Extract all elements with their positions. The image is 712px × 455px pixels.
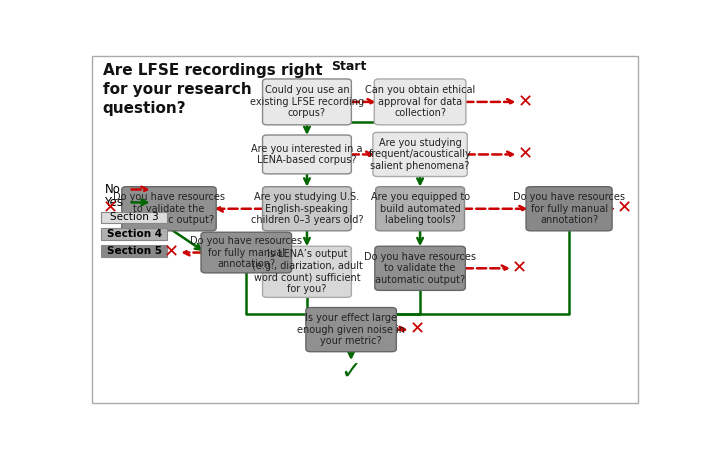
Text: Section 3: Section 3 [110,212,159,222]
Text: Do you have resources
to validate the
automatic output?: Do you have resources to validate the au… [364,252,476,285]
FancyBboxPatch shape [263,246,352,298]
Text: Yes: Yes [105,196,123,209]
FancyBboxPatch shape [122,187,216,231]
Text: ✕: ✕ [518,146,533,163]
FancyBboxPatch shape [263,79,352,125]
Text: Is your effect large
enough given noise in
your metric?: Is your effect large enough given noise … [297,313,405,346]
FancyBboxPatch shape [101,228,167,240]
FancyBboxPatch shape [92,56,638,403]
FancyBboxPatch shape [201,232,291,273]
FancyBboxPatch shape [263,187,352,231]
Text: ✕: ✕ [103,200,117,218]
Text: Are you studying
frequent/acoustically
salient phenomena?: Are you studying frequent/acoustically s… [369,138,471,171]
Text: Is LENA’s output
(e.g., diarization, adult
word count) sufficient
for you?: Is LENA’s output (e.g., diarization, adu… [251,249,362,294]
Text: Section 5: Section 5 [107,246,162,256]
Text: Do you have resources
to validate the
automatic output?: Do you have resources to validate the au… [113,192,225,225]
Text: ✕: ✕ [518,93,533,111]
Text: Start: Start [330,61,366,73]
Text: Could you use an
existing LFSE recording
corpus?: Could you use an existing LFSE recording… [250,85,364,118]
Text: No: No [105,183,120,196]
Text: ✕: ✕ [512,259,527,277]
Text: Do you have resources
for fully manual
annotation?: Do you have resources for fully manual a… [513,192,625,225]
Text: Are you interested in a
LENA-based corpus?: Are you interested in a LENA-based corpu… [251,144,362,165]
FancyBboxPatch shape [375,246,466,290]
FancyBboxPatch shape [101,245,167,257]
FancyBboxPatch shape [375,79,466,125]
Text: ✓: ✓ [340,359,362,384]
FancyBboxPatch shape [306,308,397,352]
Text: Section 4: Section 4 [107,229,162,239]
Text: ✕: ✕ [617,200,632,218]
Text: Do you have resources
for fully manual
annotation?: Do you have resources for fully manual a… [190,236,303,269]
FancyBboxPatch shape [373,132,467,177]
Text: Are LFSE recordings right
for your research
question?: Are LFSE recordings right for your resea… [103,63,323,116]
FancyBboxPatch shape [376,187,464,231]
Text: ✕: ✕ [410,321,425,339]
FancyBboxPatch shape [526,187,612,231]
FancyBboxPatch shape [263,135,352,174]
Text: ✕: ✕ [164,243,179,262]
Text: Are you equipped to
build automated
labeling tools?: Are you equipped to build automated labe… [370,192,470,225]
FancyBboxPatch shape [101,212,167,223]
Text: Can you obtain ethical
approval for data
collection?: Can you obtain ethical approval for data… [365,85,475,118]
Text: Are you studying U.S.
English-speaking
children 0–3 years old?: Are you studying U.S. English-speaking c… [251,192,363,225]
